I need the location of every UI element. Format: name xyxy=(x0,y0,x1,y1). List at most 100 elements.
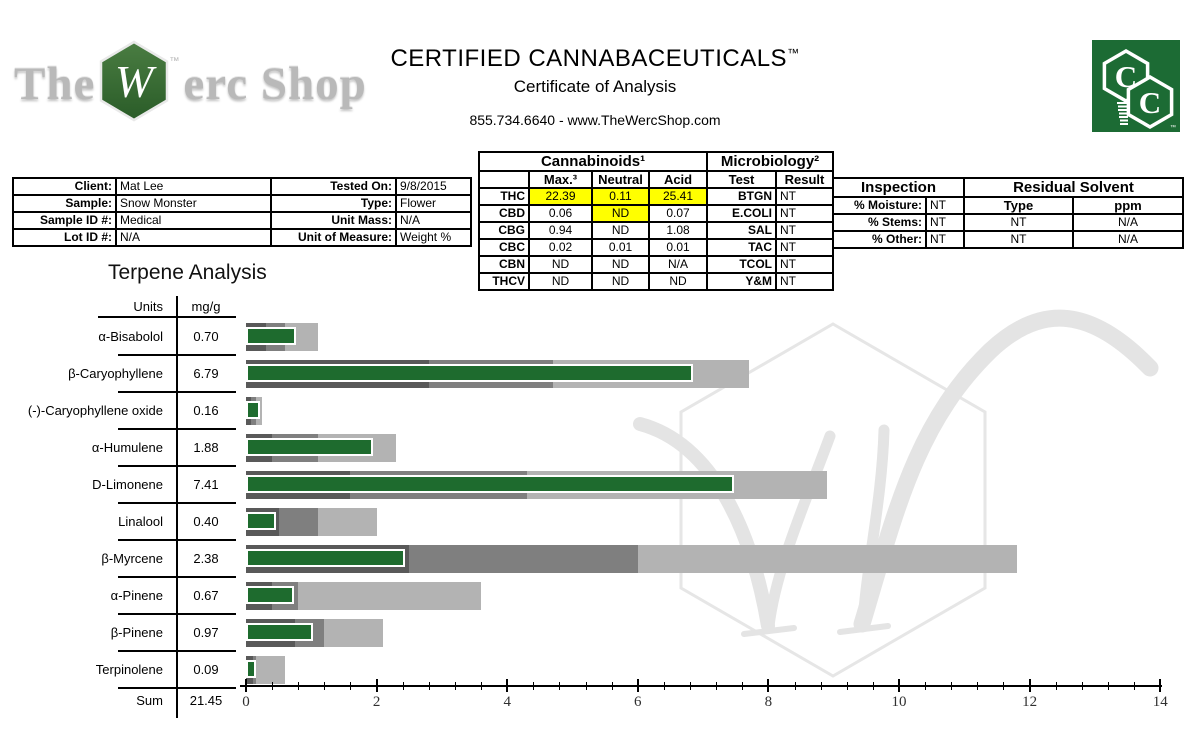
x-axis-minor-tick xyxy=(611,682,613,690)
field-value: N/A xyxy=(395,211,472,230)
cannabinoid-row: CBC 0.02 0.01 0.01 xyxy=(478,238,709,257)
document-subtitle: Certificate of Analysis xyxy=(513,77,677,96)
inspection-row: % Moisture: NT xyxy=(832,196,966,215)
x-axis-tick-label: 4 xyxy=(503,694,511,710)
cannabinoid-neutral: ND xyxy=(591,204,650,223)
x-axis-tick-label: 12 xyxy=(1022,694,1038,710)
cannabinoid-max: 0.02 xyxy=(528,238,593,257)
microbiology-row: BTGN NT xyxy=(706,187,835,206)
sample-info-table: Client: Mat Lee Tested On: 9/8/2015 Sample: S… xyxy=(12,177,472,247)
cannabinoid-row: THCV ND ND ND xyxy=(478,272,709,291)
solvent-type: NT xyxy=(963,230,1074,249)
cannabinoid-name: CBG xyxy=(478,221,530,240)
units-header-rule xyxy=(98,316,236,318)
field-label: Sample: xyxy=(12,194,117,213)
field-value: Medical xyxy=(115,211,272,230)
terpene-value: 1.88 xyxy=(193,440,219,455)
cannabinoid-name: CBN xyxy=(478,255,530,274)
terpene-name: (-)-Caryophyllene oxide xyxy=(27,403,163,418)
terpene-name: α-Humulene xyxy=(91,440,163,455)
logo-text-the: The xyxy=(14,57,96,110)
x-axis-major-tick xyxy=(767,679,770,692)
value-bar xyxy=(246,549,406,567)
micro-test-name: SAL xyxy=(706,221,777,240)
value-bar xyxy=(246,475,734,493)
column-header-ppm: ppm xyxy=(1072,196,1184,215)
x-axis-minor-tick xyxy=(663,682,665,690)
cannabinoids-blank-header xyxy=(478,170,530,189)
cannabinoid-neutral: 0.11 xyxy=(591,187,650,206)
column-header-test: Test xyxy=(706,170,777,189)
terpene-name: β-Pinene xyxy=(110,625,163,640)
x-axis-minor-tick xyxy=(951,682,953,690)
terpene-value: 0.40 xyxy=(193,514,219,529)
terpene-name: α-Bisabolol xyxy=(98,329,163,344)
terpene-row: α-Bisabolol 0.70 xyxy=(0,318,1194,355)
x-axis-minor-tick xyxy=(820,682,822,690)
terpene-name: α-Pinene xyxy=(110,588,163,603)
value-bar xyxy=(246,364,694,382)
x-axis-tick-label: 2 xyxy=(372,694,381,710)
field-value: N/A xyxy=(115,228,272,247)
column-header-type: Type xyxy=(963,196,1074,215)
field-value: Mat Lee xyxy=(115,177,272,196)
value-bar xyxy=(246,586,294,604)
x-axis-minor-tick xyxy=(533,682,535,690)
x-axis-minor-tick xyxy=(350,682,352,690)
inspection-value: NT xyxy=(924,230,966,249)
x-axis-tick-label: 0 xyxy=(242,694,250,710)
werc-shop-logo: The W ™ erc Shop xyxy=(14,40,367,127)
x-axis-minor-tick xyxy=(1003,682,1005,690)
cannabinoid-neutral: ND xyxy=(591,255,650,274)
units-column-header: Units xyxy=(133,299,163,314)
x-axis-minor-tick xyxy=(585,682,587,690)
cannabinoid-max: 0.06 xyxy=(528,204,593,223)
x-axis-minor-tick xyxy=(1055,682,1057,690)
inspection-value: NT xyxy=(924,213,966,232)
terpene-row: α-Pinene 0.67 xyxy=(0,577,1194,614)
value-bar xyxy=(246,660,256,678)
cannabinoid-neutral: ND xyxy=(591,221,650,240)
residual-solvent-title: Residual Solvent xyxy=(963,177,1184,198)
residual-solvent-row: NT N/A xyxy=(963,230,1184,249)
terpene-row: D-Limonene 7.41 xyxy=(0,466,1194,503)
document-title: CERTIFIED CANNABACEUTICALS™ xyxy=(300,45,890,73)
terpene-value: 6.79 xyxy=(193,366,219,381)
residual-solvent-row: NT N/A xyxy=(963,213,1184,232)
x-axis-major-tick xyxy=(1159,679,1162,692)
cannabinoid-max: 0.94 xyxy=(528,221,593,240)
field-label: Unit of Measure: xyxy=(270,228,397,247)
x-axis-minor-tick xyxy=(925,682,927,690)
cannabinoid-acid: 0.01 xyxy=(647,238,709,257)
terpene-name: Terpinolene xyxy=(95,662,163,677)
field-value: Weight % xyxy=(395,228,472,247)
x-axis-tick-label: 10 xyxy=(891,694,907,710)
cannabinoid-neutral: 0.01 xyxy=(591,238,650,257)
logo-c1-letter: C xyxy=(1115,59,1137,94)
value-bar xyxy=(246,327,296,345)
terpene-name: D-Limonene xyxy=(92,477,163,492)
terpene-row: Linalool 0.40 xyxy=(0,503,1194,540)
terpene-row: β-Caryophyllene 6.79 xyxy=(0,355,1194,392)
field-label: Unit Mass: xyxy=(270,211,397,230)
inspection-title: Inspection xyxy=(831,177,966,198)
inspection-label: % Moisture: xyxy=(832,196,927,215)
field-label: Type: xyxy=(270,194,397,213)
x-axis-minor-tick xyxy=(690,682,692,690)
terpene-table-lines xyxy=(0,296,1194,731)
micro-test-name: E.COLI xyxy=(706,204,777,223)
sum-label: Sum xyxy=(136,693,163,708)
x-axis-minor-tick xyxy=(716,682,718,690)
field-label: Sample ID #: xyxy=(12,211,117,230)
logo-c2-letter: C xyxy=(1139,85,1161,120)
terpene-row: α-Humulene 1.88 xyxy=(0,429,1194,466)
micro-test-result: NT xyxy=(774,255,835,274)
terpene-analysis-title: Terpene Analysis xyxy=(108,261,267,284)
cannabinoid-max: ND xyxy=(528,272,593,291)
micro-test-name: Y&M xyxy=(706,272,777,291)
field-value: Snow Monster xyxy=(115,194,272,213)
units-value-header: mg/g xyxy=(191,299,221,314)
logo-dashes-icon xyxy=(1117,102,1129,125)
residual-solvent-table: Residual Solvent Type ppm NT N/A NT N/A xyxy=(963,177,1184,249)
cannabinoid-name: CBC xyxy=(478,238,530,257)
